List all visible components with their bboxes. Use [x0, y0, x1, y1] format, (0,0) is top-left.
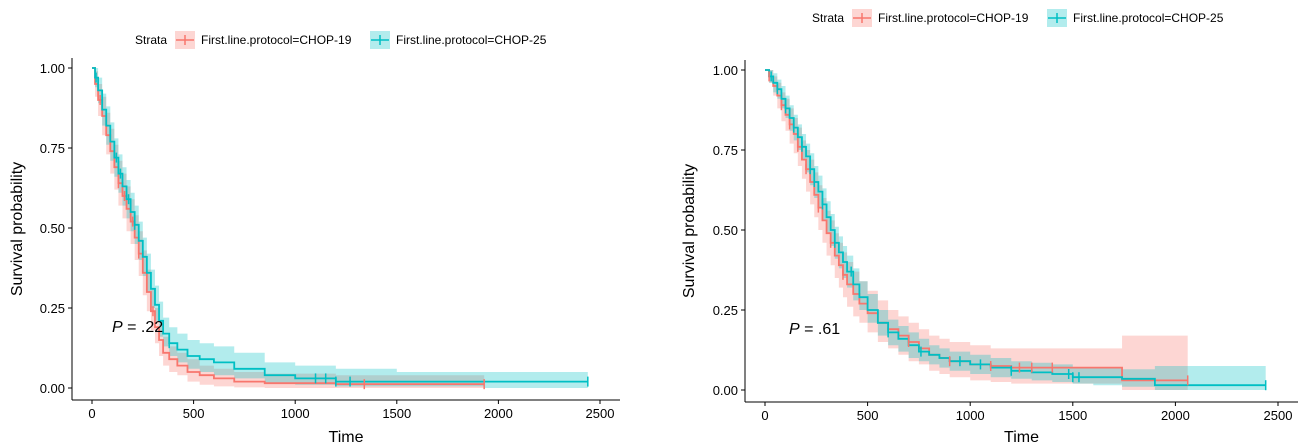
legend-title: Strata — [135, 33, 167, 47]
km-line-series-1 — [765, 69, 1266, 387]
chart-panel-right: Strata First.line.protocol=CHOP-19 First.l… — [672, 0, 1311, 448]
km-chart-right: Strata First.line.protocol=CHOP-19 First.l… — [681, 9, 1298, 446]
legend: Strata First.line.protocol=CHOP-19 First.l… — [812, 9, 1224, 27]
x-tick-label: 1500 — [382, 406, 411, 421]
x-axis-title: Time — [329, 429, 364, 446]
legend-key-1 — [370, 31, 390, 49]
x-axis-title: Time — [1004, 429, 1039, 446]
p-value-text: = .22 — [123, 319, 164, 336]
y-tick-label: 1.00 — [40, 61, 65, 76]
legend: Strata First.line.protocol=CHOP-19 First.l… — [135, 31, 547, 49]
x-tick-label: 2500 — [1264, 408, 1293, 423]
ci-band-series-0 — [92, 68, 485, 388]
legend-label-0: First.line.protocol=CHOP-19 — [878, 11, 1029, 25]
km-chart-left: Strata First.line.protocol=CHOP-19 First.l… — [9, 31, 620, 446]
legend-key-1 — [1047, 9, 1067, 27]
y-tick-label: 0.75 — [713, 143, 738, 158]
km-line-series-1 — [92, 67, 588, 383]
legend-key-0 — [852, 9, 872, 27]
legend-key-0 — [175, 31, 195, 49]
legend-label-1: First.line.protocol=CHOP-25 — [1073, 11, 1224, 25]
p-value-annotation: P = .22 — [112, 319, 163, 336]
p-value-annotation: P = .61 — [789, 321, 840, 338]
km-line-series-0 — [92, 67, 485, 386]
p-value-symbol: P — [112, 319, 123, 336]
legend-label-0: First.line.protocol=CHOP-19 — [201, 33, 352, 47]
y-tick-label: 0.50 — [40, 221, 65, 236]
ci-band-series-1 — [765, 70, 1266, 390]
y-tick-label: 0.25 — [713, 303, 738, 318]
y-tick-label: 0.50 — [713, 223, 738, 238]
x-tick-label: 1000 — [281, 406, 310, 421]
x-tick-label: 500 — [183, 406, 205, 421]
y-tick-label: 0.75 — [40, 141, 65, 156]
p-value-symbol: P — [789, 321, 800, 338]
y-axis-title: Survival probability — [681, 164, 698, 298]
x-tick-label: 2000 — [1161, 408, 1190, 423]
chart-panel-left: Strata First.line.protocol=CHOP-19 First.l… — [0, 0, 640, 448]
y-tick-label: 0.00 — [713, 383, 738, 398]
y-tick-label: 1.00 — [713, 63, 738, 78]
legend-title: Strata — [812, 11, 844, 25]
legend-label-1: First.line.protocol=CHOP-25 — [396, 33, 547, 47]
x-tick-label: 1500 — [1058, 408, 1087, 423]
y-tick-label: 0.25 — [40, 301, 65, 316]
x-tick-label: 0 — [761, 408, 768, 423]
x-tick-label: 1000 — [956, 408, 985, 423]
y-tick-label: 0.00 — [40, 381, 65, 396]
ci-band-series-1 — [92, 68, 588, 388]
x-tick-label: 0 — [88, 406, 95, 421]
y-axis-title: Survival probability — [9, 162, 26, 296]
p-value-text: = .61 — [800, 321, 841, 338]
x-tick-label: 2000 — [484, 406, 513, 421]
x-tick-label: 2500 — [586, 406, 615, 421]
x-tick-label: 500 — [857, 408, 879, 423]
